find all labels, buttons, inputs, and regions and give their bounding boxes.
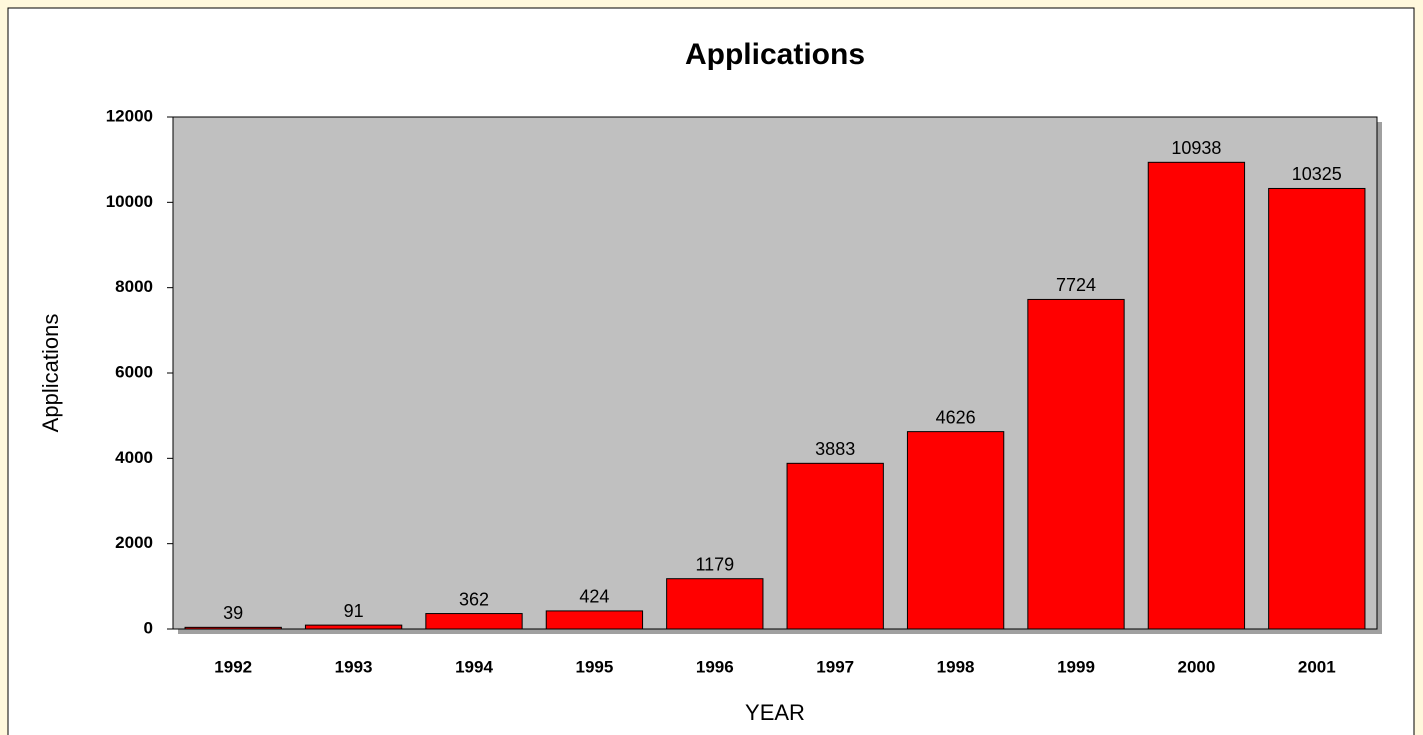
y-tick-label: 6000 bbox=[115, 362, 153, 381]
y-tick-label: 12000 bbox=[106, 106, 153, 125]
bar bbox=[545, 610, 644, 630]
x-tick-label: 1999 bbox=[1057, 657, 1095, 676]
y-tick-label: 2000 bbox=[115, 533, 153, 552]
bar bbox=[425, 613, 523, 630]
value-label: 7724 bbox=[1056, 275, 1096, 295]
y-tick-label: 8000 bbox=[115, 277, 153, 296]
value-label: 10938 bbox=[1171, 138, 1221, 158]
bar bbox=[786, 462, 884, 630]
bar bbox=[184, 626, 282, 630]
x-tick-label: 1998 bbox=[937, 657, 975, 676]
x-tick-label: 1994 bbox=[455, 657, 493, 676]
value-label: 424 bbox=[579, 587, 609, 607]
value-label: 39 bbox=[223, 603, 243, 623]
x-axis-label: YEAR bbox=[745, 700, 805, 725]
value-label: 91 bbox=[344, 601, 364, 621]
y-tick-label: 0 bbox=[144, 618, 153, 637]
bar bbox=[1268, 187, 1366, 630]
x-tick-label: 1995 bbox=[575, 657, 613, 676]
bar bbox=[1147, 161, 1246, 630]
x-tick-label: 2001 bbox=[1298, 657, 1336, 676]
x-tick-label: 1996 bbox=[696, 657, 734, 676]
x-tick-label: 1993 bbox=[335, 657, 373, 676]
y-tick-label: 10000 bbox=[106, 192, 153, 211]
y-tick-label: 4000 bbox=[115, 448, 153, 467]
x-tick-label: 1997 bbox=[816, 657, 854, 676]
y-axis-label: Applications bbox=[38, 314, 63, 433]
bar bbox=[304, 624, 403, 630]
bar bbox=[666, 578, 764, 630]
bar bbox=[1027, 298, 1125, 630]
value-label: 362 bbox=[459, 589, 489, 609]
value-label: 10325 bbox=[1292, 164, 1342, 184]
x-tick-label: 1992 bbox=[214, 657, 252, 676]
value-label: 3883 bbox=[815, 439, 855, 459]
bar bbox=[906, 431, 1005, 630]
x-tick-label: 2000 bbox=[1177, 657, 1215, 676]
value-label: 4626 bbox=[936, 407, 976, 427]
chart-title: Applications bbox=[685, 38, 865, 71]
value-label: 1179 bbox=[695, 554, 734, 574]
